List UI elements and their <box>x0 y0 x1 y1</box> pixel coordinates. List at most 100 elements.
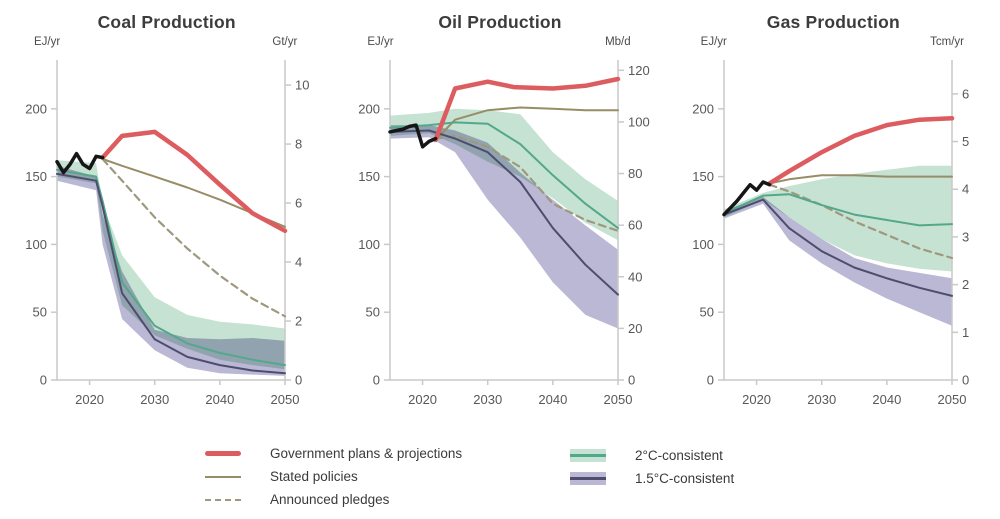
svg-text:1: 1 <box>962 325 969 340</box>
line-historical <box>388 123 438 149</box>
line-government-plans <box>433 76 621 143</box>
2c-consistent-swatch <box>570 449 606 462</box>
coal-panel: Coal Production EJ/yr Gt/yr 0 50 100 150 200… <box>0 0 333 420</box>
svg-text:40: 40 <box>628 269 642 284</box>
svg-text:6: 6 <box>962 86 969 101</box>
svg-text:2030: 2030 <box>807 392 836 407</box>
svg-text:0: 0 <box>628 373 635 388</box>
tick-labels: 0 50 100 150 200 0 2 4 6 8 10 2020 2030 2040 2050 <box>25 78 309 407</box>
line_2c-legend-line <box>570 454 606 457</box>
svg-text:2040: 2040 <box>205 392 234 407</box>
svg-text:0: 0 <box>962 373 969 388</box>
svg-text:2040: 2040 <box>872 392 901 407</box>
legend-label-15c-consistent: 1.5°C-consistent <box>635 471 735 486</box>
coal-title: Coal Production <box>97 12 236 32</box>
svg-text:0: 0 <box>373 373 380 388</box>
svg-text:100: 100 <box>628 114 650 129</box>
svg-text:200: 200 <box>25 101 47 116</box>
line-government-plans <box>767 116 954 186</box>
oil-left-axis-unit-label: EJ/yr <box>367 36 394 48</box>
axes <box>56 60 286 381</box>
svg-text:0: 0 <box>706 373 713 388</box>
gas-chart-canvas: 0 50 100 150 200 0 1 2 3 4 5 6 2020 2030 2040 2050 <box>692 60 969 407</box>
svg-text:2020: 2020 <box>408 392 437 407</box>
legend-label-announced-pledges: Announced pledges <box>270 492 390 507</box>
legend: Government plans & projections Stated po… <box>0 438 1000 519</box>
line-15c-consistent <box>722 198 953 297</box>
line-2c-consistent <box>722 193 953 227</box>
axes <box>389 60 620 381</box>
coal-chart-canvas: 0 50 100 150 200 0 2 4 6 8 10 2020 2030 2040 2050 <box>25 60 309 407</box>
line-stated-policies <box>434 106 620 141</box>
svg-text:2: 2 <box>962 277 969 292</box>
gas-right-axis-unit-label: Tcm/yr <box>930 36 964 48</box>
oil-title: Oil Production <box>438 12 562 32</box>
svg-text:150: 150 <box>359 169 381 184</box>
tick-marks <box>51 84 291 385</box>
line-2c-consistent <box>56 168 286 367</box>
line-15c-consistent <box>389 129 620 296</box>
svg-text:4: 4 <box>295 255 302 270</box>
line_15c-legend-line <box>570 477 606 480</box>
svg-text:200: 200 <box>359 101 381 116</box>
line-historical <box>721 180 772 217</box>
gas-left-axis-unit-label: EJ/yr <box>700 36 727 48</box>
svg-text:3: 3 <box>962 229 969 244</box>
line-government-plans <box>100 129 288 234</box>
line-historical <box>55 151 105 175</box>
government-plans-swatch <box>205 451 241 456</box>
15c-consistent-swatch <box>570 472 606 485</box>
svg-text:100: 100 <box>359 237 381 252</box>
svg-text:10: 10 <box>295 78 309 93</box>
legend-item-2c-consistent: 2°C-consistent <box>570 448 734 463</box>
svg-text:50: 50 <box>366 305 380 320</box>
gas-title: Gas Production <box>766 12 900 32</box>
svg-text:60: 60 <box>628 218 642 233</box>
svg-text:2040: 2040 <box>539 392 568 407</box>
legend-item-announced-pledges: Announced pledges <box>205 492 462 507</box>
tick-marks <box>717 93 958 385</box>
svg-text:100: 100 <box>25 237 47 252</box>
tick-marks <box>384 69 625 385</box>
svg-text:2020: 2020 <box>75 392 104 407</box>
line-2c-consistent <box>389 121 620 230</box>
band-15c-range <box>57 165 285 376</box>
stated-policies-swatch <box>205 475 241 478</box>
svg-text:150: 150 <box>692 169 714 184</box>
svg-text:120: 120 <box>628 63 650 78</box>
svg-text:8: 8 <box>295 137 302 152</box>
legend-item-15c-consistent: 1.5°C-consistent <box>570 471 734 486</box>
legend-label-government-plans: Government plans & projections <box>270 446 463 461</box>
svg-text:2050: 2050 <box>604 392 633 407</box>
svg-text:50: 50 <box>33 305 47 320</box>
line-stated-policies <box>768 174 953 185</box>
chart-panels: Coal Production EJ/yr Gt/yr 0 50 100 150 200… <box>0 0 969 420</box>
svg-text:150: 150 <box>25 169 47 184</box>
band-2c-range <box>390 108 619 241</box>
svg-text:0: 0 <box>295 373 302 388</box>
svg-text:6: 6 <box>295 196 302 211</box>
oil-axis-units: EJ/yr Mb/d <box>333 33 666 48</box>
line-announced-pledges <box>434 134 620 232</box>
axes <box>722 60 953 381</box>
line-announced-pledges <box>768 183 953 260</box>
oil-right-axis-unit-label: Mb/d <box>605 36 631 48</box>
legend-column-scenarios: Government plans & projections Stated po… <box>205 446 462 507</box>
legend-item-government-plans: Government plans & projections <box>205 446 462 461</box>
band-15c-range <box>723 196 952 326</box>
svg-text:2: 2 <box>295 314 302 329</box>
coal-axis-units: EJ/yr Gt/yr <box>0 33 333 48</box>
announced-pledges-swatch <box>205 498 241 501</box>
svg-text:100: 100 <box>692 237 714 252</box>
svg-text:2030: 2030 <box>474 392 503 407</box>
svg-text:0: 0 <box>40 373 47 388</box>
legend-item-stated-policies: Stated policies <box>205 469 462 484</box>
svg-text:2030: 2030 <box>140 392 169 407</box>
tick-labels: 0 50 100 150 200 0 1 2 3 4 5 6 2020 2030 2040 2050 <box>692 86 969 407</box>
coal-right-axis-unit-label: Gt/yr <box>272 36 298 48</box>
legend-label-2c-consistent: 2°C-consistent <box>635 448 723 463</box>
oil-panel: Oil Production EJ/yr Mb/d 0 50 100 150 200 0 2… <box>333 0 666 420</box>
svg-text:80: 80 <box>628 166 642 181</box>
